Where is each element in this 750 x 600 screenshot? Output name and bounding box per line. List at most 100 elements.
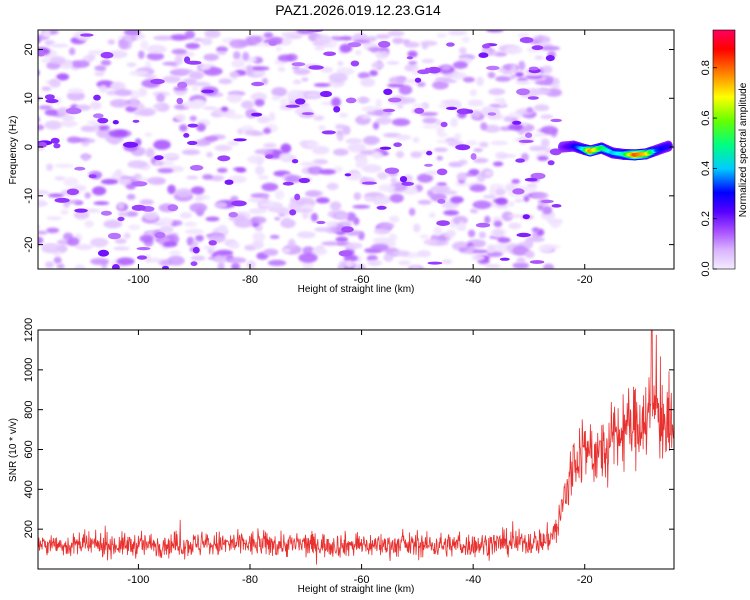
spectrogram-noise-blob (99, 84, 108, 93)
spectrogram-noise-blob (302, 262, 314, 269)
spectrogram-noise-blob (129, 70, 150, 77)
spectrogram-noise-blob (84, 138, 96, 143)
spectrogram-noise-blob (56, 263, 65, 269)
spectrogram-noise-blob (491, 243, 511, 254)
spectrogram-noise-blob (193, 139, 211, 147)
spectrogram-noise-blob (549, 220, 561, 229)
spectrogram-noise-blob (231, 59, 245, 68)
spectrogram-noise-blob (388, 233, 398, 242)
spectrogram-noise-blob (140, 40, 149, 51)
spectrogram-noise-blob (25, 153, 33, 162)
spectrogram-noise-peak (361, 181, 377, 185)
spectrogram-noise-peak (382, 108, 396, 113)
spectrogram-noise-blob (389, 215, 400, 223)
spectrogram-x-tick-label: -20 (577, 274, 593, 286)
spectrogram-noise-blob (160, 225, 174, 234)
spectrogram-noise-blob (478, 231, 487, 239)
spectrogram-noise-blob (370, 243, 389, 252)
spectrogram-noise-peak (478, 52, 489, 58)
spectrogram-noise-blob (26, 115, 36, 121)
spectrogram-noise-blob (93, 201, 110, 206)
spectrogram-noise-blob (274, 189, 285, 200)
spectrogram-noise-blob (199, 64, 212, 71)
spectrogram-noise-peak (176, 97, 184, 105)
spectrogram-noise-blob (495, 204, 509, 209)
spectrogram-noise-blob (333, 166, 343, 173)
spectrogram-x-tick-label: -80 (242, 274, 258, 286)
spectrogram-noise-peak (301, 112, 314, 116)
spectrogram-noise-peak (530, 172, 546, 180)
spectrogram-noise-blob (184, 30, 195, 40)
spectrogram-noise-blob (512, 245, 530, 256)
spectrogram-noise-blob (75, 244, 93, 251)
spectrogram-noise-blob (467, 229, 476, 238)
spectrogram-noise-blob (174, 114, 186, 122)
spectrogram-noise-blob (256, 115, 271, 124)
spectrogram-noise-blob (423, 238, 438, 246)
spectrogram-noise-blob (278, 36, 293, 46)
spectrogram-noise-peak (384, 167, 400, 174)
spectrogram-noise-peak (233, 138, 247, 142)
spectrogram-noise-peak (512, 188, 525, 195)
spectrogram-noise-peak (341, 226, 354, 233)
spectrogram-noise-blob (139, 199, 154, 206)
spectrogram-noise-blob (129, 98, 139, 108)
spectrogram-noise-blob (533, 133, 546, 137)
spectrogram-noise-blob (66, 136, 81, 144)
spectrogram-noise-peak (93, 113, 104, 119)
spectrogram-noise-blob (203, 53, 219, 61)
spectrogram-noise-blob (494, 188, 506, 196)
spectrogram-noise-blob (73, 210, 90, 220)
spectrogram-noise-blob (410, 151, 423, 159)
spectrogram-noise-peak (427, 66, 441, 74)
spectrogram-noise-blob (54, 176, 66, 181)
spectrogram-noise-blob (305, 92, 320, 99)
spectrogram-noise-blob (90, 237, 109, 248)
spectrogram-noise-blob (22, 138, 38, 143)
spectrogram-noise-blob (365, 36, 377, 42)
spectrogram-noise-peak (347, 42, 362, 48)
spectrogram-noise-blob (44, 40, 56, 45)
spectrogram-noise-blob (226, 93, 242, 103)
spectrogram-noise-blob (473, 157, 489, 164)
spectrogram-noise-blob (353, 217, 360, 226)
spectrogram-noise-blob (389, 193, 404, 203)
spectrogram-noise-blob (38, 36, 41, 44)
spectrogram-noise-peak (455, 144, 471, 151)
spectrogram-noise-blob (217, 224, 228, 235)
spectrogram-noise-blob (533, 104, 550, 112)
spectrogram-noise-blob (531, 88, 552, 95)
colorbar-gradient (712, 29, 736, 270)
spectrogram-noise-peak (486, 65, 500, 71)
spectrogram-noise-blob (46, 163, 54, 171)
spectrogram-noise-blob (486, 251, 503, 257)
spectrogram-noise-blob (459, 47, 467, 55)
colorbar-tick-label: 0.6 (700, 110, 712, 125)
spectrogram-noise-blob (388, 76, 404, 84)
spectrogram-noise-blob (175, 188, 193, 198)
spectrogram-noise-blob (41, 244, 59, 248)
spectrogram-noise-peak (456, 108, 472, 115)
spectrogram-noise-peak (487, 112, 497, 116)
spectrogram-noise-blob (59, 120, 78, 127)
spectrogram-noise-blob (60, 209, 69, 215)
colorbar-ticks: 0.0 0.2 0.4 0.6 0.8 (700, 60, 717, 277)
spectrogram-noise-blob (56, 73, 70, 81)
spectrogram-noise-blob (353, 192, 362, 201)
spectrogram-y-tick-label: 0 (23, 144, 35, 150)
spectrogram-x-tick-label: -40 (465, 274, 481, 286)
spectrogram-noise-blob (100, 178, 119, 185)
spectrogram-noise-blob (54, 163, 74, 169)
spectrogram-noise-blob (514, 198, 523, 203)
spectrogram-y-tick-label: 20 (23, 43, 35, 55)
spectrogram-noise-blob (472, 249, 489, 254)
spectrogram-noise-peak (167, 204, 179, 212)
spectrogram-noise-peak (446, 106, 458, 110)
spectrogram-noise-blob (346, 212, 357, 222)
spectrogram-noise-peak (289, 209, 297, 216)
spectrogram-noise-blob (267, 259, 287, 266)
spectrogram-noise-blob (281, 31, 301, 37)
spectrogram-noise-blob (495, 76, 512, 82)
spectrogram-noise-blob (512, 262, 530, 269)
spectrogram-noise-blob (92, 186, 107, 196)
